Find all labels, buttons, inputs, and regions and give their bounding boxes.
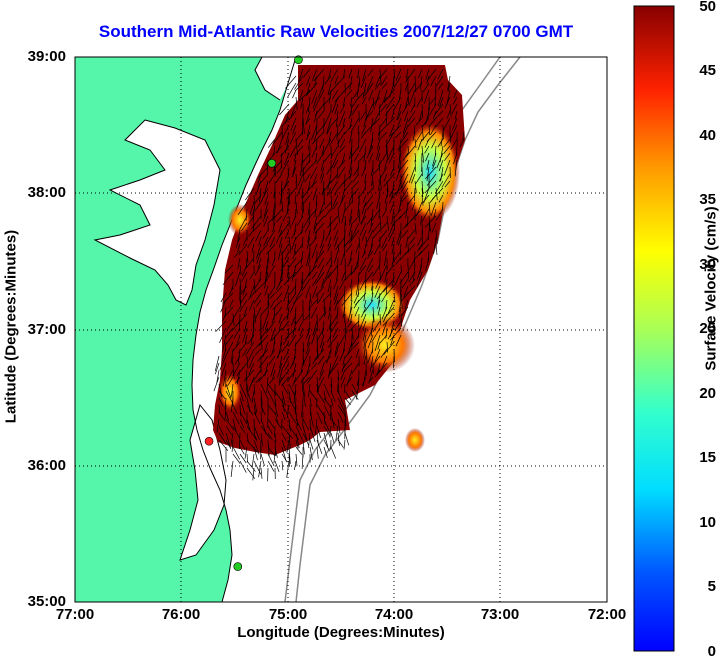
x-axis-label: Longitude (Degrees:Minutes) — [75, 624, 607, 641]
x-tick-label: 76:00 — [151, 606, 211, 623]
velocity-arrow — [359, 314, 360, 327]
colorbar-tick-label: 5 — [680, 578, 716, 595]
colorbar-tick-label: 45 — [680, 62, 716, 79]
x-tick-label: 77:00 — [45, 606, 105, 623]
x-tick-label: 73:00 — [470, 606, 530, 623]
colorbar-tick-label: 35 — [680, 191, 716, 208]
velocity-arrow — [359, 328, 360, 338]
velocity-arrow — [401, 265, 402, 273]
colorbar-tick-label: 0 — [680, 643, 716, 660]
velocity-arrow — [240, 405, 241, 416]
colorbar-tick-label: 30 — [680, 256, 716, 273]
x-tick-label: 75:00 — [258, 606, 318, 623]
velocity-arrow — [303, 377, 304, 391]
x-tick-label: 74:00 — [364, 606, 424, 623]
y-axis-label: Latitude (Degrees:Minutes) — [3, 192, 20, 462]
colorbar-tick-label: 25 — [680, 320, 716, 337]
velocity-arrow — [289, 454, 290, 467]
station-marker — [234, 563, 242, 571]
colorbar-tick-label: 40 — [680, 127, 716, 144]
velocity-arrow — [331, 146, 332, 159]
colorbar-tick-label: 10 — [680, 514, 716, 531]
colorbar-tick-label: 15 — [680, 449, 716, 466]
colorbar-tick-label: 20 — [680, 385, 716, 402]
velocity-arrow — [338, 258, 339, 272]
velocity-arrow — [450, 167, 451, 178]
y-tick-label: 39:00 — [6, 48, 66, 65]
colorbar-tick-label: 50 — [680, 0, 716, 15]
x-tick-label: 72:00 — [577, 606, 637, 623]
velocity-arrow — [317, 398, 318, 407]
station-marker — [205, 437, 213, 445]
velocity-arrow — [331, 286, 332, 298]
colorbar — [634, 6, 674, 651]
station-marker — [268, 159, 276, 167]
velocity-arrow — [429, 223, 430, 231]
